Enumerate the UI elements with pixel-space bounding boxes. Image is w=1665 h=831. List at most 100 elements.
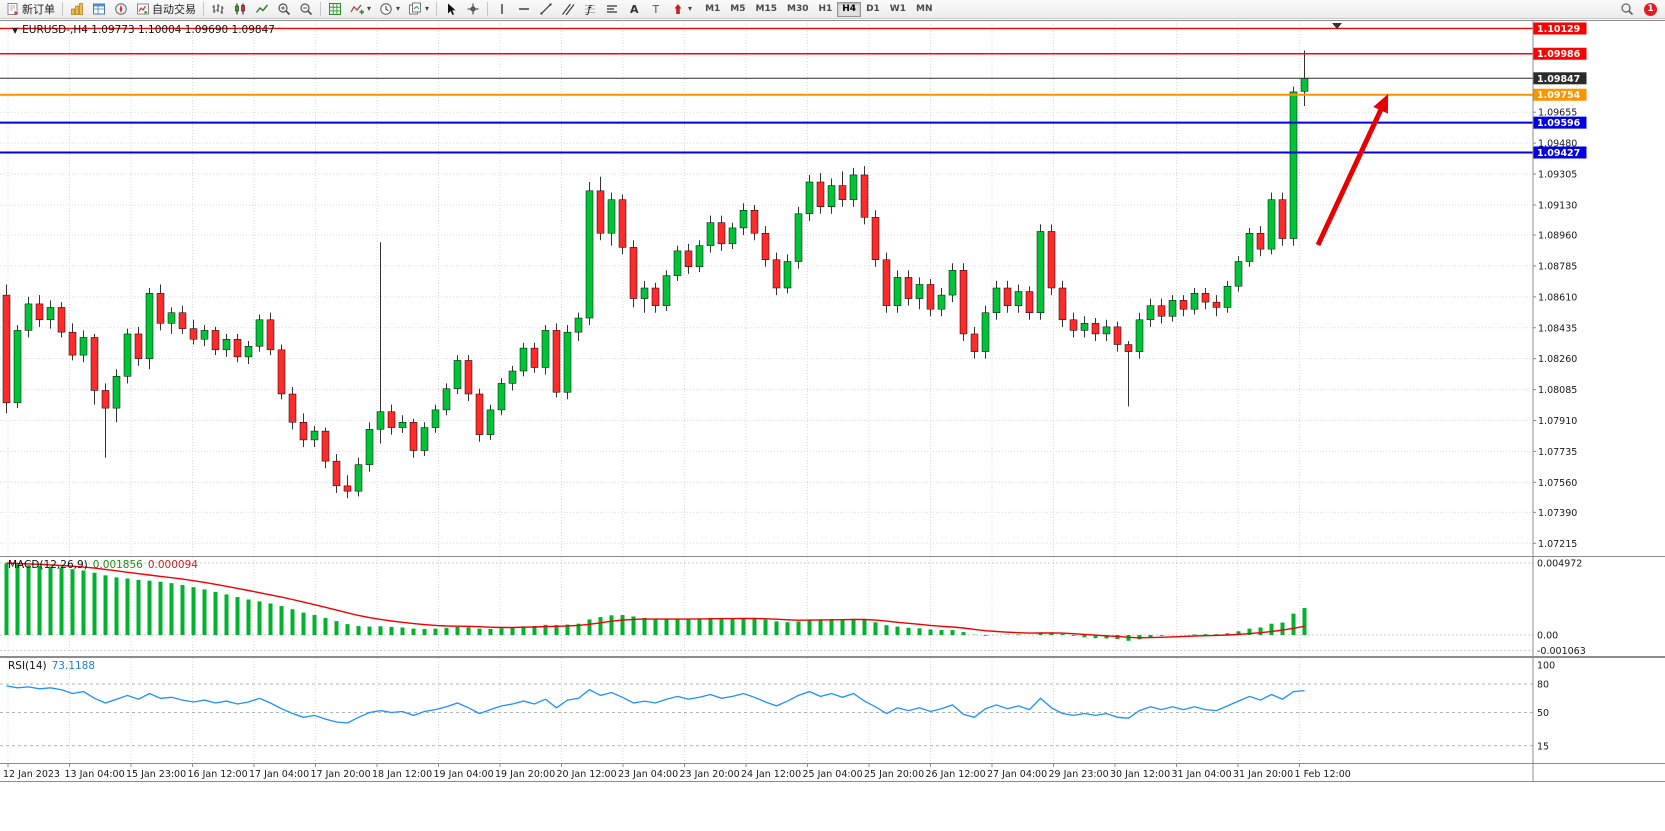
toolbar-separator (487, 2, 489, 16)
timeframe-d1-button[interactable]: D1 (861, 2, 885, 17)
zoom-out-button[interactable] (295, 1, 317, 18)
new-order-button[interactable]: 新订单 (2, 1, 59, 18)
timeframe-mn-button[interactable]: MN (911, 2, 938, 17)
toolbar-separator (62, 2, 63, 16)
chevron-down-icon: ▾ (367, 4, 372, 13)
horizontal-line-icon (517, 2, 531, 16)
timeframe-m30-button[interactable]: M30 (782, 2, 813, 17)
svg-text:1.08260: 1.08260 (1538, 354, 1577, 365)
svg-text:1.07560: 1.07560 (1538, 478, 1577, 489)
price-marker-1.09427: 1.09427 (1533, 146, 1587, 159)
cursor-button[interactable] (440, 1, 462, 18)
panel-borders (0, 20, 1665, 782)
svg-text:0.00: 0.00 (1537, 631, 1558, 642)
vertical-line-button[interactable] (491, 1, 513, 18)
timeframe-h1-button[interactable]: H1 (813, 2, 837, 17)
notification-badge[interactable]: 1 (1644, 2, 1657, 16)
periods-button[interactable]: ▾ (375, 1, 404, 18)
arrows-button[interactable]: ▾ (667, 1, 696, 18)
zoom-out-icon (299, 2, 313, 16)
chevron-down-icon: ▾ (396, 4, 401, 13)
charts-button[interactable] (66, 1, 88, 18)
line-chart-button[interactable] (251, 1, 273, 18)
svg-text:19 Jan 20:00: 19 Jan 20:00 (495, 769, 555, 780)
text-button[interactable]: A (623, 1, 645, 18)
channel-icon (561, 2, 575, 16)
bar-chart-icon (211, 2, 225, 16)
price-axis[interactable]: 1.09655 1.09480 1.09305 1.09130 1.08960 1.087… (1533, 108, 1577, 550)
timeframe-m1-button[interactable]: M1 (700, 2, 725, 17)
svg-text:1.07215: 1.07215 (1538, 539, 1577, 550)
text-icon: A (627, 2, 641, 16)
toolbar-separator (203, 2, 204, 16)
bar-columns-icon (70, 2, 84, 16)
autotrading-icon (136, 2, 150, 16)
price-chart-canvas[interactable]: 0.0049720.00-0.0010631008050151.096551.0… (0, 19, 1665, 831)
lines-list-icon (605, 2, 619, 16)
candlestick-chart-button[interactable] (229, 1, 251, 18)
svg-text:1.08435: 1.08435 (1538, 323, 1577, 334)
trendline-button[interactable] (535, 1, 557, 18)
svg-text:1.09847: 1.09847 (1537, 74, 1580, 85)
channel-button[interactable] (557, 1, 579, 18)
svg-text:15: 15 (1537, 741, 1549, 752)
timeframe-toolbar: M1 M5 M15 M30 H1 H4 D1 W1 MN (700, 1, 938, 17)
shapes-button[interactable] (601, 1, 623, 18)
navigator-button[interactable] (110, 1, 132, 18)
timeframe-h4-button[interactable]: H4 (837, 1, 862, 17)
templates-button[interactable]: ▾ (404, 1, 433, 18)
label-button[interactable]: T (645, 1, 667, 18)
svg-text:100: 100 (1537, 661, 1555, 672)
price-marker-1.10129: 1.10129 (1533, 22, 1587, 35)
price-marker-1.09986: 1.09986 (1533, 47, 1587, 60)
svg-text:80: 80 (1537, 680, 1549, 691)
svg-text:1.09480: 1.09480 (1538, 139, 1577, 150)
bar-chart-button[interactable] (207, 1, 229, 18)
svg-text:1.07735: 1.07735 (1538, 447, 1577, 458)
cursor-icon (444, 2, 458, 16)
svg-text:1.08085: 1.08085 (1538, 385, 1577, 396)
svg-text:1.07390: 1.07390 (1538, 508, 1577, 519)
svg-text:17 Jan 20:00: 17 Jan 20:00 (311, 769, 371, 780)
chevron-down-icon: ▾ (425, 4, 430, 13)
grid-icon (328, 2, 342, 16)
svg-text:-0.001063: -0.001063 (1537, 646, 1586, 657)
crosshair-button[interactable] (462, 1, 484, 18)
chart-window: 0.004972 0.00 -0.001063 100 80 50 15 1.09655 1.0… (0, 19, 1665, 831)
price-marker-1.09847: 1.09847 (1533, 72, 1587, 85)
timeframe-m5-button[interactable]: M5 (725, 2, 750, 17)
svg-text:30 Jan 12:00: 30 Jan 12:00 (1110, 769, 1170, 780)
macd-panel: 0.004972 0.00 -0.001063 (0, 559, 1586, 657)
timeframe-m15-button[interactable]: M15 (751, 2, 782, 17)
search-button[interactable] (1616, 1, 1638, 18)
svg-text:1.09130: 1.09130 (1538, 200, 1577, 211)
price-marker-1.09754: 1.09754 (1533, 88, 1587, 101)
search-icon (1620, 2, 1634, 16)
zoom-in-button[interactable] (273, 1, 295, 18)
indicators-button[interactable]: ▾ (346, 1, 375, 18)
svg-text:25 Jan 20:00: 25 Jan 20:00 (864, 769, 924, 780)
svg-text:1.09596: 1.09596 (1537, 118, 1581, 129)
svg-text:26 Jan 12:00: 26 Jan 12:00 (926, 769, 986, 780)
svg-text:20 Jan 12:00: 20 Jan 12:00 (557, 769, 617, 780)
rsi-panel: 100 80 50 15 (0, 661, 1555, 752)
new-order-icon (6, 2, 20, 16)
autotrading-button[interactable]: 自动交易 (132, 1, 200, 18)
market-watch-button[interactable] (88, 1, 110, 18)
clock-icon (379, 2, 393, 16)
line-chart-icon (255, 2, 269, 16)
fibonacci-button[interactable]: ƒ (579, 1, 601, 18)
svg-text:1.09655: 1.09655 (1538, 108, 1577, 119)
label-icon: T (649, 2, 663, 16)
grid-button[interactable] (324, 1, 346, 18)
svg-text:15 Jan 23:00: 15 Jan 23:00 (126, 769, 186, 780)
timeframe-w1-button[interactable]: W1 (885, 2, 911, 17)
chevron-down-icon: ▾ (688, 4, 693, 13)
vertical-line-icon (495, 2, 509, 16)
time-axis[interactable]: 12 Jan 2023 13 Jan 04:00 15 Jan 23:00 16 Ja… (3, 764, 1351, 780)
scroll-marker-icon[interactable] (1332, 23, 1342, 29)
horizontal-line-button[interactable] (513, 1, 535, 18)
trend-arrow-annotation[interactable] (1315, 91, 1395, 247)
new-order-label: 新订单 (22, 3, 55, 16)
